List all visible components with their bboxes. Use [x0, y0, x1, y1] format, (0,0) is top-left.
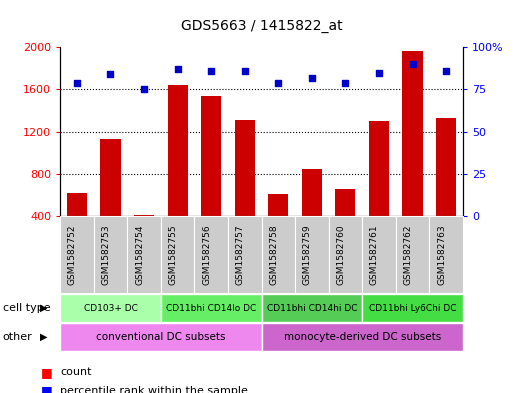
Bar	[369, 121, 389, 259]
Bar	[235, 120, 255, 259]
Text: GSM1582759: GSM1582759	[303, 224, 312, 285]
Point	[341, 79, 349, 86]
Bar	[100, 139, 120, 259]
Text: GDS5663 / 1415822_at: GDS5663 / 1415822_at	[180, 18, 343, 33]
Text: ▶: ▶	[40, 332, 47, 342]
Text: percentile rank within the sample: percentile rank within the sample	[60, 386, 248, 393]
Point	[375, 69, 383, 75]
Text: CD11bhi CD14hi DC: CD11bhi CD14hi DC	[267, 304, 357, 312]
Text: GSM1582754: GSM1582754	[135, 224, 144, 285]
Text: ■: ■	[41, 365, 53, 379]
Bar	[134, 215, 154, 259]
Point	[241, 68, 249, 74]
Bar	[403, 51, 423, 259]
Point	[408, 61, 417, 67]
Text: ▶: ▶	[40, 303, 47, 313]
Text: GSM1582755: GSM1582755	[168, 224, 178, 285]
Text: GSM1582753: GSM1582753	[101, 224, 110, 285]
Bar	[201, 96, 221, 259]
Text: ■: ■	[41, 384, 53, 393]
Text: conventional DC subsets: conventional DC subsets	[96, 332, 225, 342]
Text: other: other	[3, 332, 32, 342]
Text: GSM1582752: GSM1582752	[68, 224, 77, 285]
Bar	[335, 189, 356, 259]
Text: count: count	[60, 367, 92, 377]
Text: GSM1582758: GSM1582758	[269, 224, 278, 285]
Text: CD11bhi CD14lo DC: CD11bhi CD14lo DC	[166, 304, 256, 312]
Point	[73, 79, 81, 86]
Point	[174, 66, 182, 72]
Point	[106, 71, 115, 77]
Bar	[167, 85, 188, 259]
Text: GSM1582760: GSM1582760	[336, 224, 345, 285]
Bar	[302, 169, 322, 259]
Text: CD11bhi Ly6Chi DC: CD11bhi Ly6Chi DC	[369, 304, 456, 312]
Point	[274, 79, 282, 86]
Text: GSM1582757: GSM1582757	[236, 224, 245, 285]
Text: cell type: cell type	[3, 303, 50, 313]
Text: monocyte-derived DC subsets: monocyte-derived DC subsets	[283, 332, 441, 342]
Bar	[436, 118, 456, 259]
Point	[442, 68, 450, 74]
Bar	[268, 194, 288, 259]
Bar	[67, 193, 87, 259]
Text: GSM1582761: GSM1582761	[370, 224, 379, 285]
Text: CD103+ DC: CD103+ DC	[84, 304, 138, 312]
Point	[140, 86, 148, 93]
Text: GSM1582762: GSM1582762	[404, 224, 413, 285]
Text: GSM1582756: GSM1582756	[202, 224, 211, 285]
Text: GSM1582763: GSM1582763	[437, 224, 446, 285]
Point	[207, 68, 215, 74]
Point	[308, 74, 316, 81]
